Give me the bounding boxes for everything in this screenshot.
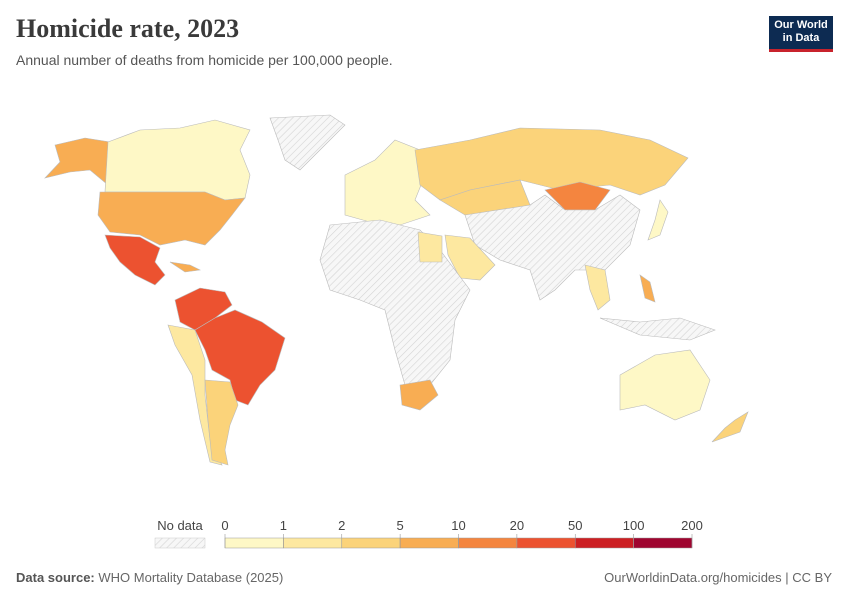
legend-bin [458,537,518,549]
country [544,181,611,211]
legend-label: 100 [623,518,645,533]
country [104,234,166,286]
country [599,317,716,341]
country [169,261,202,273]
legend-bin [516,537,576,549]
legend-bin [575,537,634,549]
legend-bin [399,537,459,549]
country [444,234,496,281]
country [97,191,246,246]
countries [44,114,749,466]
legend-label: 20 [510,518,524,533]
title: Homicide rate, 2023 [16,14,240,43]
legend-label: 0 [221,518,228,533]
legend-bin [224,537,284,549]
subtitle: Annual number of deaths from homicide pe… [16,52,393,68]
legend-bin [283,537,342,549]
source: Data source: WHO Mortality Database (202… [16,570,283,585]
legend-label: 1 [280,518,287,533]
legend-label: 50 [568,518,582,533]
legend-label: 5 [397,518,404,533]
country [584,264,611,311]
source-label: Data source: [16,570,95,585]
source-text: WHO Mortality Database (2025) [98,570,284,585]
logo-text[interactable]: Our World [774,19,828,31]
country [344,139,431,226]
country [44,137,111,186]
legend-label: 2 [338,518,345,533]
country [194,309,286,406]
country [104,119,251,201]
country [639,274,656,303]
country [174,287,233,331]
legend-label: 10 [451,518,465,533]
country [647,199,669,241]
country [464,194,641,301]
link[interactable]: OurWorldinData.org/homicides | CC BY [604,570,832,585]
country [204,379,239,466]
logo[interactable]: Our World in Data [769,16,833,52]
map: No data 0 1 2 5 10 20 50 100 200 [44,114,749,549]
legend: No data 0 1 2 5 10 20 50 100 200 [154,518,703,549]
no-data-swatch [154,537,206,549]
no-data-label: No data [157,518,203,533]
country [167,324,223,466]
country [269,114,346,171]
country [399,379,439,411]
legend-label: 200 [681,518,703,533]
legend-bin [633,537,693,549]
country [417,231,443,263]
legend-bin [341,537,401,549]
logo-text[interactable]: in Data [782,32,820,44]
country [619,349,711,421]
country [711,411,749,443]
